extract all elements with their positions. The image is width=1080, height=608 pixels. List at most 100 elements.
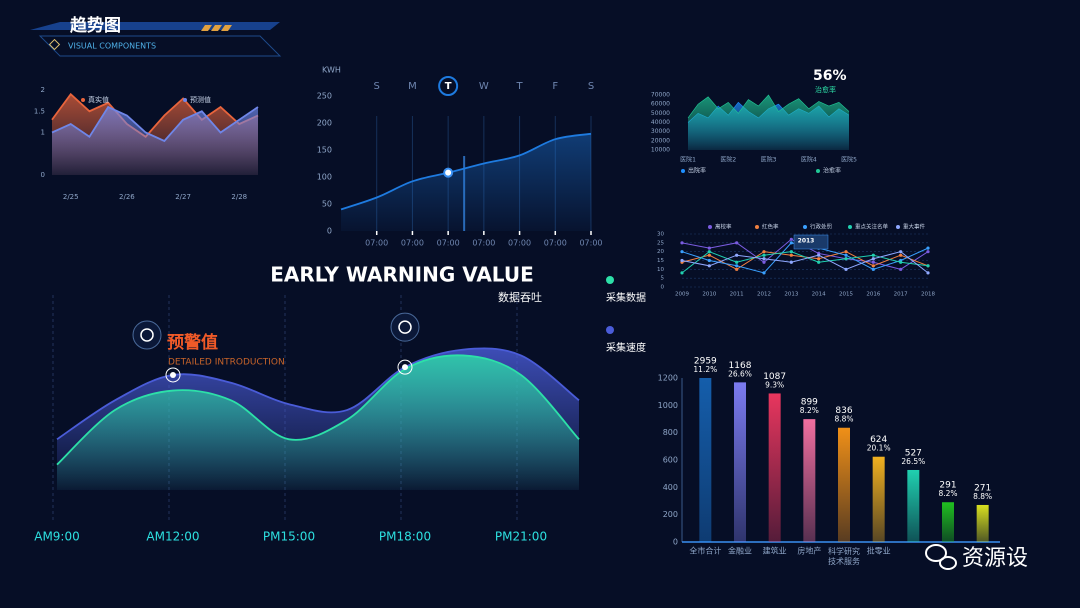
x-tick-label: 建筑业 xyxy=(763,546,787,556)
x-tick-label: 2015 xyxy=(839,292,853,298)
legend-label: 红色率 xyxy=(762,223,779,231)
bar xyxy=(872,456,885,542)
x-tick-label: 2009 xyxy=(675,292,689,298)
x-tick-label: 2013 xyxy=(784,292,798,298)
x-tick-label: 07:00 xyxy=(365,239,388,248)
x-tick-label: 2012 xyxy=(757,292,771,298)
point xyxy=(926,271,930,275)
point xyxy=(707,246,711,250)
x-tick-label: 2018 xyxy=(921,292,935,298)
y-tick-label: 20000 xyxy=(651,137,670,144)
point xyxy=(899,267,903,271)
day-label: S xyxy=(588,81,594,92)
legend-swatch xyxy=(606,326,614,334)
value-label: 2959 xyxy=(694,357,717,367)
point xyxy=(707,250,711,254)
point xyxy=(680,271,684,275)
x-tick-label: 07:00 xyxy=(544,239,567,248)
y-tick-label: 30000 xyxy=(651,128,670,135)
highlight-point xyxy=(443,167,454,178)
value-label: 291 xyxy=(939,481,956,491)
legend-swatch xyxy=(816,169,820,173)
x-tick-label: 批零业 xyxy=(867,546,891,556)
line xyxy=(681,251,929,274)
y-tick-label: 2 xyxy=(41,86,45,94)
bar xyxy=(838,427,850,542)
point xyxy=(899,250,903,254)
point xyxy=(680,250,684,254)
x-tick-label: 医院4 xyxy=(801,156,817,164)
y-tick-label: 50000 xyxy=(651,110,670,117)
point xyxy=(844,257,848,261)
icon xyxy=(398,320,412,334)
bar xyxy=(907,469,920,542)
y-tick-label: 0 xyxy=(661,285,665,291)
x-tick-label: 科学研究技术服务 xyxy=(828,546,860,566)
y-tick-label: 400 xyxy=(663,483,678,492)
x-tick-label: 医院3 xyxy=(761,156,777,164)
share-label: 9.3% xyxy=(765,380,784,389)
bar xyxy=(699,378,712,542)
x-tick-label: 2/28 xyxy=(231,193,247,201)
day-highlight xyxy=(438,76,459,96)
point xyxy=(871,264,875,268)
header-subtitle: VISUAL COMPONENTS xyxy=(68,42,156,51)
x-tick-label: 医院1 xyxy=(680,156,696,164)
share-label: 8.2% xyxy=(800,406,819,415)
y-tick-label: 70000 xyxy=(651,92,670,99)
y-tick-label: 50 xyxy=(322,200,332,209)
header-title: 趋势图 xyxy=(70,15,121,36)
marker-ring xyxy=(397,359,413,375)
x-tick-label: 医院2 xyxy=(720,156,736,164)
y-tick-label: 1.5 xyxy=(34,107,45,115)
y-tick-label: 0 xyxy=(673,538,678,547)
y-tick-label: 1000 xyxy=(658,401,678,410)
point xyxy=(680,258,684,263)
stripe xyxy=(201,25,212,31)
x-tick-label: 金融业 xyxy=(728,546,752,556)
annotation: 56% xyxy=(813,68,847,84)
legend-label: 预测值 xyxy=(190,95,211,104)
day-label: T xyxy=(516,81,524,92)
point xyxy=(735,260,739,264)
legend-swatch xyxy=(848,225,852,229)
point xyxy=(789,260,793,264)
stripe xyxy=(211,25,222,31)
point xyxy=(789,253,793,257)
point xyxy=(926,246,930,250)
value-label: 1087 xyxy=(763,372,786,382)
y-tick-label: 10000 xyxy=(651,147,670,154)
point xyxy=(871,253,875,257)
line xyxy=(681,251,929,274)
x-tick-label: PM18:00 xyxy=(379,530,431,544)
marker xyxy=(402,364,408,371)
x-tick-label: 2/26 xyxy=(119,193,135,201)
legend-swatch xyxy=(183,98,187,102)
y-tick-label: 0 xyxy=(41,171,45,179)
point xyxy=(735,253,739,257)
legend-swatch xyxy=(803,225,807,229)
y-tick-label: 30 xyxy=(657,232,664,238)
legend-swatch xyxy=(681,169,685,173)
line xyxy=(56,347,580,441)
line xyxy=(56,354,580,466)
x-tick-label: PM15:00 xyxy=(263,530,315,544)
x-tick-label: 2010 xyxy=(702,292,716,298)
icon-ring xyxy=(390,312,420,342)
point xyxy=(707,258,711,263)
legend-label: 重大事件 xyxy=(903,223,926,231)
y-tick-label: 25 xyxy=(657,240,664,246)
x-tick-label: 2/27 xyxy=(175,193,191,201)
x-tick-label: 07:00 xyxy=(437,239,460,248)
chart-title: EARLY WARNING VALUE xyxy=(270,263,534,287)
point xyxy=(762,253,766,257)
line xyxy=(687,94,850,119)
line xyxy=(51,105,259,143)
bar xyxy=(803,419,816,542)
point xyxy=(899,260,903,264)
x-tick-label: 2011 xyxy=(730,292,744,298)
day-label: M xyxy=(408,81,417,92)
y-tick-label: 20 xyxy=(657,249,664,255)
point xyxy=(789,250,793,254)
